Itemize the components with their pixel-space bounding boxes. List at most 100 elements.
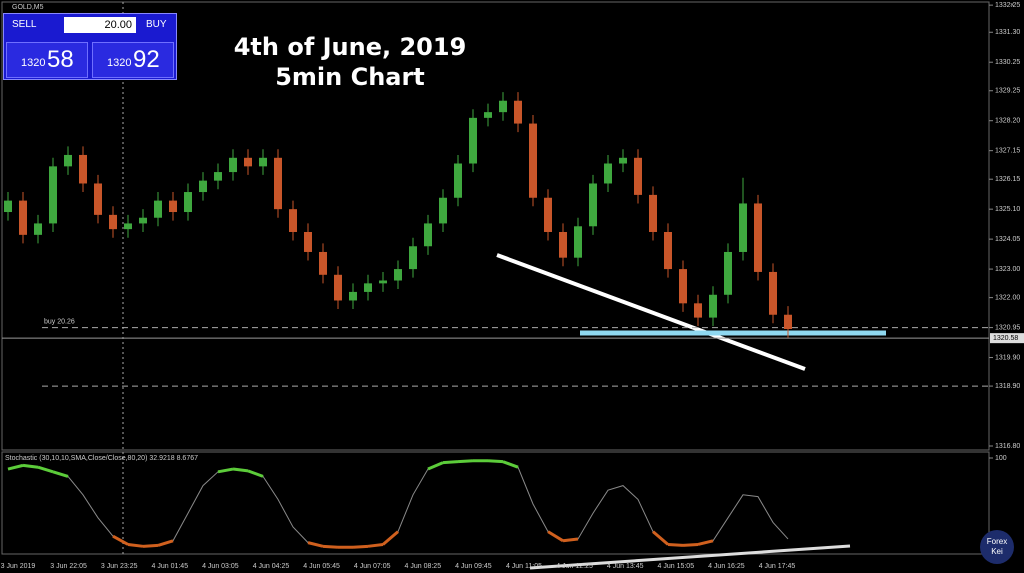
candle-body (124, 223, 132, 230)
stoch-zone (487, 459, 504, 464)
candle-body (154, 200, 162, 218)
candle-body (484, 112, 492, 118)
stoch-zone (157, 539, 174, 547)
stoch-zone (382, 530, 399, 546)
candle-body (754, 203, 762, 272)
candle-body (769, 271, 777, 315)
candle-body (139, 217, 147, 224)
close-icon[interactable]: × (1010, 2, 1014, 9)
stoch-zone (667, 542, 684, 547)
stoch-zone (247, 469, 264, 478)
candle-body (514, 100, 522, 124)
stoch-zone (232, 467, 249, 473)
stoch-zone (127, 542, 144, 548)
stoch-zone (352, 544, 369, 549)
stoch-zone (52, 470, 69, 478)
candle-body (574, 226, 582, 258)
y-tick-label: 1331.30 (995, 29, 1020, 36)
buy-price[interactable]: 1320 92 (92, 42, 174, 78)
trend-line (496, 253, 806, 371)
stoch-zone (142, 543, 159, 548)
annotation-title: 4th of June, 2019 (233, 33, 467, 61)
y-tick-label: 1328.20 (995, 118, 1020, 125)
y-tick-label: 1324.05 (995, 236, 1020, 243)
candle-body (319, 251, 327, 275)
stoch-zone (502, 460, 519, 469)
candle-body (349, 291, 357, 301)
sell-button[interactable]: SELL (12, 19, 37, 30)
candle-body (19, 200, 27, 235)
candle-body (184, 192, 192, 213)
symbol: GOLD,M5 (12, 4, 44, 11)
x-tick-label: 4 Jun 13:45 (607, 563, 644, 570)
stoch-zone (322, 544, 339, 549)
y-tick-label: 1320.95 (995, 324, 1020, 331)
x-tick-label: 4 Jun 16:25 (708, 563, 745, 570)
candle-body (394, 269, 402, 281)
stoch-zone (37, 465, 54, 474)
buy-digits: 92 (133, 46, 160, 73)
candle-body (469, 117, 477, 164)
logo: Forex Kei (980, 530, 1014, 564)
candle-body (784, 314, 792, 330)
y-tick-label: 1323.00 (995, 266, 1020, 273)
candle-body (679, 269, 687, 304)
y-tick-label: 1332.25 (995, 2, 1020, 9)
stoch-title: Stochastic (30,10,10,SMA,Close/Close,80,… (5, 455, 198, 462)
candle-body (274, 157, 282, 210)
stoch-zone (217, 467, 234, 474)
candle-body (739, 203, 747, 252)
x-tick-label: 4 Jun 17:45 (759, 563, 796, 570)
stoch-frame (1, 451, 990, 555)
main-frame (1, 1, 990, 451)
stoch-zone (652, 530, 669, 546)
buy-button[interactable]: BUY (146, 19, 167, 30)
candle-body (34, 223, 42, 235)
x-tick-label: 4 Jun 07:05 (354, 563, 391, 570)
stoch-zone (457, 459, 474, 464)
stoch-zone (682, 542, 699, 547)
stoch-zone (22, 463, 39, 469)
logo-line: Forex (986, 537, 1008, 546)
lot-input[interactable]: 20.00 (64, 17, 136, 33)
candle-body (64, 154, 72, 167)
stoch-zone (442, 460, 459, 465)
logo-line: Kei (991, 547, 1003, 556)
x-tick-label: 4 Jun 15:05 (658, 563, 695, 570)
candle-body (259, 157, 267, 167)
candle-body (244, 157, 252, 167)
candle-body (364, 283, 372, 292)
candle-body (4, 200, 12, 213)
stoch-zone (562, 537, 579, 543)
candle-body (109, 214, 117, 230)
candle-body (649, 194, 657, 232)
candle-body (304, 231, 312, 252)
stoch-zone (697, 539, 714, 546)
x-tick-label: 4 Jun 11:05 (506, 563, 542, 570)
y-tick-label: 1322.00 (995, 294, 1020, 301)
current-price-box (990, 333, 1024, 344)
x-tick-label: 3 Jun 2019 (1, 563, 36, 570)
candle-body (694, 303, 702, 318)
x-tick-label: 4 Jun 09:45 (455, 563, 492, 570)
candle-body (169, 200, 177, 213)
candle-body (559, 231, 567, 258)
trade-panel: SELL 20.00 BUY 1320 58 1320 92 (3, 13, 177, 80)
candle-body (199, 180, 207, 193)
candle-body (499, 100, 507, 113)
sell-digits: 58 (47, 46, 74, 73)
annotation-subtitle: 5min Chart (275, 63, 425, 91)
x-tick-label: 4 Jun 01:45 (152, 563, 189, 570)
candle-body (544, 197, 552, 232)
stoch-zone (367, 542, 384, 548)
x-tick-label: 4 Jun 12:25 (556, 563, 593, 570)
candle-body (709, 294, 717, 318)
candle-body (454, 163, 462, 198)
candle-body (664, 231, 672, 270)
candle-body (619, 157, 627, 164)
y-tick-label: 1318.90 (995, 383, 1020, 390)
x-tick-label: 4 Jun 03:05 (202, 563, 239, 570)
sell-price[interactable]: 1320 58 (6, 42, 88, 78)
y-tick-label: 1327.15 (995, 148, 1020, 155)
